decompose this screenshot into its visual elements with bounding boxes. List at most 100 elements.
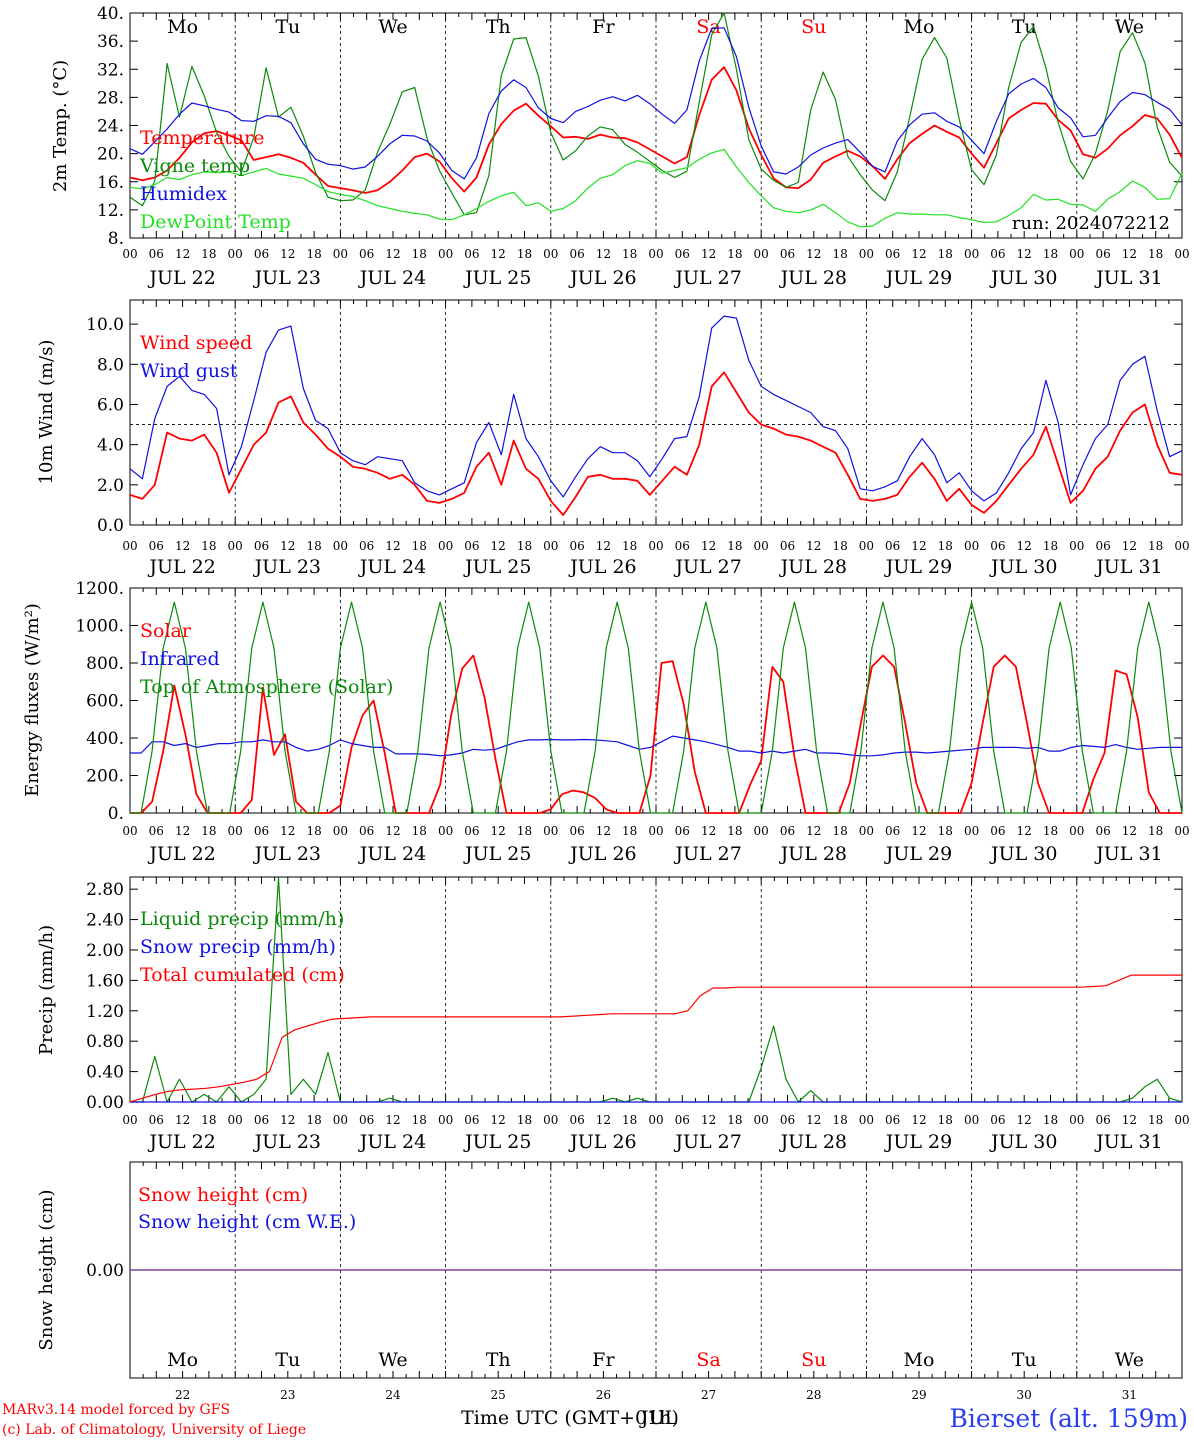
hour-tick-label: 12 <box>911 247 926 261</box>
wind-panel: 00 06 12 18 JUL 22 00 06 12 18 JUL 23 00 06 12 18 JUL … <box>36 299 1190 578</box>
hour-tick-label: 12 <box>491 539 506 553</box>
weekday-label: We <box>1115 16 1144 38</box>
hour-tick-label: 18 <box>1043 824 1058 838</box>
weekday-label: Fr <box>592 16 615 38</box>
legend-snow-height: Snow height (cm) <box>138 1184 308 1206</box>
hour-tick-label: 18 <box>622 1113 637 1127</box>
y-tick-label: 1.20 <box>86 1002 124 1022</box>
hour-tick-label: 12 <box>1017 539 1032 553</box>
legend-snow-height-we: Snow height (cm W.E.) <box>138 1211 356 1233</box>
y-tick-label: 6.0 <box>97 395 124 415</box>
date-label: JUL 27 <box>673 267 741 289</box>
series-line-top-of-atmosphere-solar- <box>130 601 1183 814</box>
hour-tick-label: 00 <box>122 1113 137 1127</box>
y-tick-label: 800. <box>86 654 124 674</box>
date-label: JUL 25 <box>463 1131 531 1153</box>
hour-tick-label: 18 <box>201 1113 216 1127</box>
hour-tick-label: 06 <box>254 1113 269 1127</box>
hour-tick-label: 00 <box>648 824 663 838</box>
temperature-axis-label: 2m Temp. (°C) <box>50 60 71 192</box>
hour-tick-label: 06 <box>254 539 269 553</box>
y-tick-label: 1200. <box>75 579 124 599</box>
hour-tick-label: 12 <box>1017 1113 1032 1127</box>
hour-tick-label: 12 <box>491 1113 506 1127</box>
date-label: JUL 29 <box>884 1131 952 1153</box>
date-label: JUL 22 <box>147 1131 215 1153</box>
hour-tick-label: 00 <box>333 824 348 838</box>
hour-tick-label: 06 <box>254 824 269 838</box>
hour-tick-label: 18 <box>1148 539 1163 553</box>
hour-tick-label: 00 <box>964 1113 979 1127</box>
hour-tick-label: 00 <box>333 1113 348 1127</box>
hour-tick-label: 06 <box>1095 1113 1110 1127</box>
date-label: JUL 23 <box>253 556 321 578</box>
footer-day-number: 23 <box>280 1388 295 1402</box>
y-tick-label: 16. <box>97 173 124 193</box>
hour-tick-label: 00 <box>1069 1113 1084 1127</box>
run-label: run: 2024072212 <box>1012 213 1170 234</box>
hour-tick-label: 12 <box>385 247 400 261</box>
hour-tick-label: 18 <box>1148 1113 1163 1127</box>
y-tick-label: 600. <box>86 692 124 712</box>
hour-tick-label: 18 <box>306 247 321 261</box>
date-label: JUL 29 <box>884 843 952 865</box>
hour-tick-label: 18 <box>412 824 427 838</box>
hour-tick-label: 00 <box>543 824 558 838</box>
hour-tick-label: 12 <box>806 824 821 838</box>
model-credit: MARv3.14 model forced by GFS <box>2 1402 230 1418</box>
y-tick-label: 2.00 <box>86 941 124 961</box>
y-tick-label: 20. <box>97 145 124 165</box>
date-label: JUL 22 <box>147 843 215 865</box>
hour-tick-label: 18 <box>306 824 321 838</box>
hour-tick-label: 12 <box>806 247 821 261</box>
date-label: JUL 25 <box>463 267 531 289</box>
hour-tick-label: 06 <box>780 539 795 553</box>
hour-tick-label: 06 <box>464 1113 479 1127</box>
temperature-legend: Temperature Vigne temp Humidex DewPoint … <box>139 127 291 233</box>
series-line-wind-speed <box>129 371 1183 516</box>
hour-tick-label: 12 <box>911 1113 926 1127</box>
footer-weekday-label: Fr <box>592 1349 615 1371</box>
hour-tick-label: 12 <box>701 539 716 553</box>
hour-tick-label: 00 <box>333 539 348 553</box>
hour-tick-label: 06 <box>780 824 795 838</box>
hour-tick-label: 06 <box>1095 539 1110 553</box>
hour-tick-label: 06 <box>149 247 164 261</box>
date-label: JUL 31 <box>1094 556 1162 578</box>
hour-tick-label: 00 <box>754 247 769 261</box>
hour-tick-label: 00 <box>438 539 453 553</box>
hour-tick-label: 18 <box>1148 824 1163 838</box>
hour-tick-label: 12 <box>1017 824 1032 838</box>
hour-tick-label: 00 <box>543 1113 558 1127</box>
hour-tick-label: 06 <box>675 247 690 261</box>
date-label: JUL 30 <box>989 843 1057 865</box>
footer-day-number: 31 <box>1122 1388 1137 1402</box>
hour-tick-label: 00 <box>964 824 979 838</box>
date-label: JUL 24 <box>358 267 426 289</box>
hour-tick-label: 00 <box>1174 247 1189 261</box>
legend-wind-gust: Wind gust <box>140 360 238 382</box>
hour-tick-label: 00 <box>964 247 979 261</box>
y-tick-label: 400. <box>86 729 124 749</box>
hour-tick-label: 00 <box>964 539 979 553</box>
date-label: JUL 26 <box>568 556 636 578</box>
hour-tick-label: 06 <box>1095 247 1110 261</box>
date-label: JUL 23 <box>253 1131 321 1153</box>
series-line-infrared <box>130 735 1182 757</box>
series-line-humidex <box>129 27 1183 180</box>
footer-day-number: 25 <box>491 1388 506 1402</box>
hour-tick-label: 00 <box>859 247 874 261</box>
hour-tick-label: 12 <box>280 824 295 838</box>
hour-tick-label: 06 <box>464 539 479 553</box>
date-label: JUL 24 <box>358 1131 426 1153</box>
legend-temperature: Temperature <box>140 127 264 149</box>
footer-weekday-label: We <box>1115 1349 1144 1371</box>
y-tick-label: 4.0 <box>97 436 124 456</box>
hour-tick-label: 06 <box>569 247 584 261</box>
date-label: JUL 30 <box>989 556 1057 578</box>
hour-tick-label: 12 <box>280 1113 295 1127</box>
y-tick-label: 10.0 <box>86 315 124 335</box>
hour-tick-label: 18 <box>1043 247 1058 261</box>
x-axis-title: Time UTC (GMT+01h) <box>461 1407 679 1429</box>
y-tick-label: 0.00 <box>86 1093 124 1113</box>
